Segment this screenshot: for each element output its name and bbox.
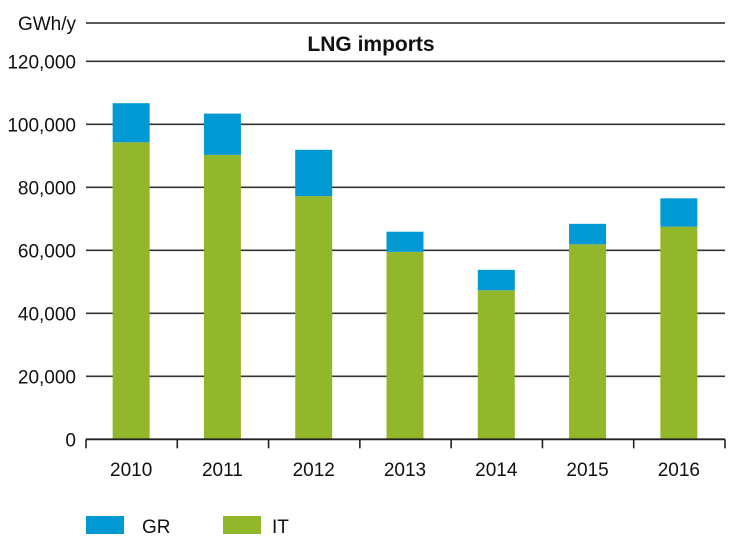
x-tick-label: 2012 [293, 460, 335, 481]
bar-gr-2012 [295, 149, 333, 197]
bar-gr-2015 [569, 223, 607, 245]
y-tick-label: 80,000 [18, 178, 76, 199]
chart-title: LNG imports [307, 33, 434, 56]
bars [112, 103, 698, 440]
x-tick-label: 2016 [658, 460, 700, 481]
bar-it-2014 [477, 290, 515, 440]
x-tick-label: 2014 [475, 460, 518, 481]
y-tick-label: 20,000 [18, 367, 76, 388]
x-tick-label: 2011 [202, 460, 243, 481]
y-tick-label: 100,000 [7, 115, 76, 136]
title-background [300, 31, 440, 57]
legend-swatch-gr [86, 516, 124, 534]
bar-it-2015 [569, 244, 607, 440]
x-tick-label: 2013 [384, 460, 426, 481]
legend: GR IT [86, 516, 289, 538]
bar-gr-2010 [112, 103, 150, 143]
bar-it-2013 [386, 251, 424, 440]
legend-label-it: IT [272, 517, 289, 538]
y-tick-label: 40,000 [18, 304, 76, 325]
bar-it-2012 [295, 196, 333, 440]
y-axis-ticks: 0 20,000 40,000 60,000 80,000 100,000 120,000 [7, 52, 76, 451]
bar-gr-2014 [477, 269, 515, 291]
x-tick-label: 2015 [566, 460, 608, 481]
bar-gr-2011 [203, 113, 241, 155]
x-axis-labels: 2010 2011 2012 2013 2014 2015 2016 [110, 460, 700, 481]
legend-label-gr: GR [142, 517, 171, 538]
y-unit-label: GWh/y [18, 14, 77, 35]
bar-it-2016 [660, 226, 698, 440]
legend-swatch-it [223, 516, 261, 534]
y-tick-label: 60,000 [18, 241, 76, 262]
bar-gr-2013 [386, 231, 424, 252]
bar-it-2010 [112, 142, 150, 440]
x-axis [85, 438, 726, 449]
y-tick-label: 120,000 [7, 52, 76, 73]
x-tick-label: 2010 [110, 460, 152, 481]
bar-it-2011 [203, 154, 241, 440]
bar-gr-2016 [660, 198, 698, 227]
y-tick-label: 0 [65, 430, 76, 451]
